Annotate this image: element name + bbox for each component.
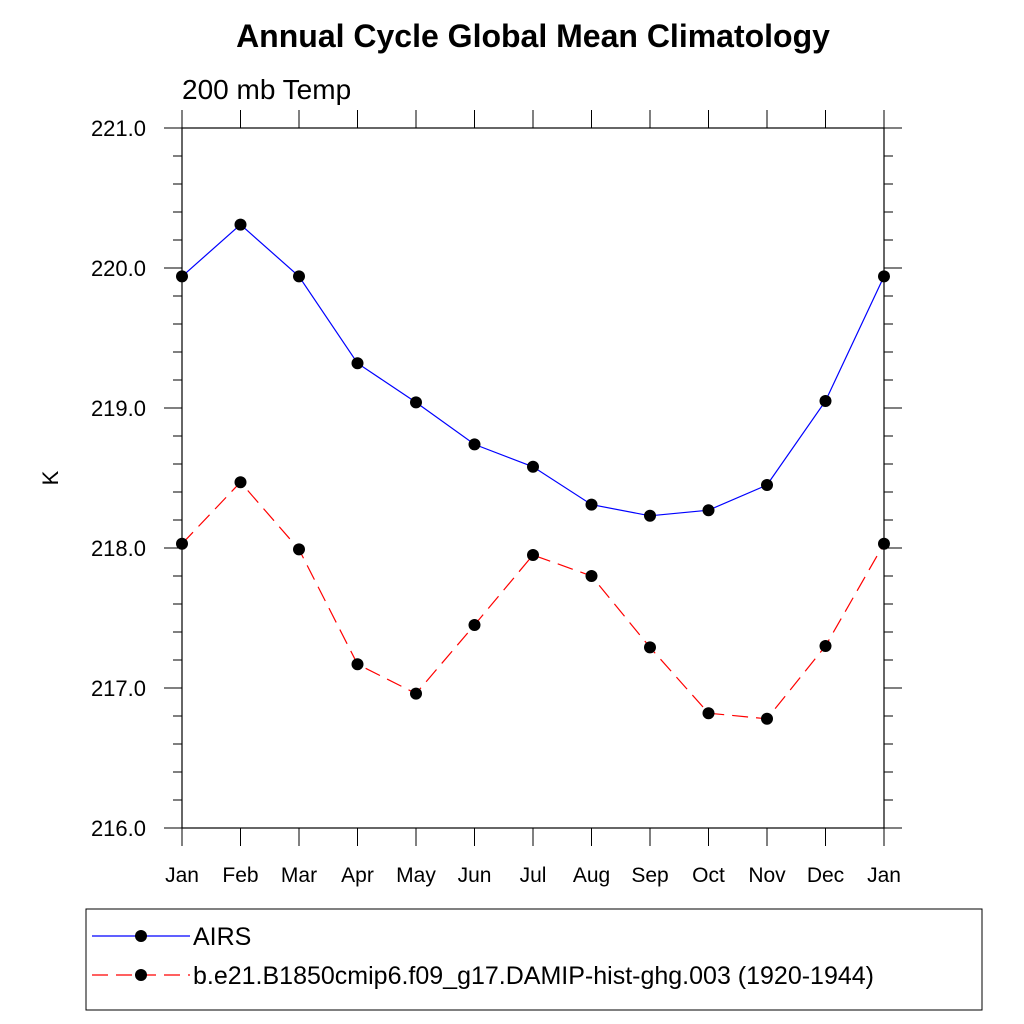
data-point xyxy=(819,395,832,407)
x-tick-label: Sep xyxy=(631,864,668,887)
x-tick-label: Oct xyxy=(692,864,725,887)
x-tick-label: May xyxy=(396,864,436,887)
data-point xyxy=(234,218,247,231)
legend-label: b.e21.B1850cmip6.f09_g17.DAMIP-hist-ghg.… xyxy=(193,962,874,990)
data-point xyxy=(527,460,539,473)
x-tick-label: Jan xyxy=(165,864,199,887)
legend: AIRS b.e21.B1850cmip6.f09_g17.DAMIP-hist-… xyxy=(85,908,983,1011)
data-point xyxy=(410,396,422,409)
x-tick-label: Aug xyxy=(573,864,610,887)
data-point xyxy=(761,712,773,725)
y-tick-label: 217.0 xyxy=(91,676,146,701)
chart-title: Annual Cycle Global Mean Climatology xyxy=(236,18,830,54)
y-tick-label: 216.0 xyxy=(91,816,146,841)
x-tick-label: Jan xyxy=(867,864,901,887)
y-tick-label: 219.0 xyxy=(91,396,146,421)
data-point xyxy=(819,640,832,652)
data-point xyxy=(351,658,364,671)
data-point xyxy=(761,479,773,491)
x-tick-label: Feb xyxy=(222,864,258,887)
legend-label: AIRS xyxy=(193,923,251,951)
x-tick-label: Apr xyxy=(341,864,374,887)
data-point xyxy=(702,707,715,720)
x-tick-label: Mar xyxy=(281,864,317,887)
data-point xyxy=(878,537,890,550)
y-tick-label: 221.0 xyxy=(91,116,146,141)
data-point xyxy=(878,270,890,283)
chart-subtitle: 200 mb Temp xyxy=(182,74,351,105)
data-point xyxy=(527,549,539,561)
legend-marker xyxy=(135,969,147,981)
x-tick-label: Nov xyxy=(748,864,786,887)
data-point xyxy=(468,619,481,631)
x-tick-label: Dec xyxy=(807,864,844,887)
data-point xyxy=(234,476,247,489)
y-tick-label: 218.0 xyxy=(91,536,146,561)
data-point xyxy=(585,498,598,511)
legend-marker xyxy=(135,930,147,942)
data-point xyxy=(293,543,305,556)
data-point xyxy=(176,537,188,550)
axes: 216.0 217.0 218.0 219.0 220.0 221.0 Jan Feb Mar A… xyxy=(91,110,902,887)
series-1 xyxy=(176,476,890,725)
data-point xyxy=(468,438,481,451)
data-point xyxy=(351,357,364,370)
x-tick-label: Jul xyxy=(520,864,547,887)
x-tick-label: Jun xyxy=(458,864,492,887)
series-line xyxy=(181,481,885,720)
y-tick-label: 220.0 xyxy=(91,256,146,281)
data-point xyxy=(176,270,188,283)
y-axis-label: K xyxy=(38,470,63,485)
data-point xyxy=(702,504,715,517)
data-point xyxy=(644,641,656,654)
data-point xyxy=(410,687,422,700)
data-point xyxy=(293,270,305,283)
legend-box xyxy=(85,908,983,1011)
series-layer xyxy=(176,218,890,725)
series-0 xyxy=(176,218,890,522)
data-point xyxy=(585,570,598,582)
data-point xyxy=(644,509,656,522)
plot-frame xyxy=(181,127,885,829)
